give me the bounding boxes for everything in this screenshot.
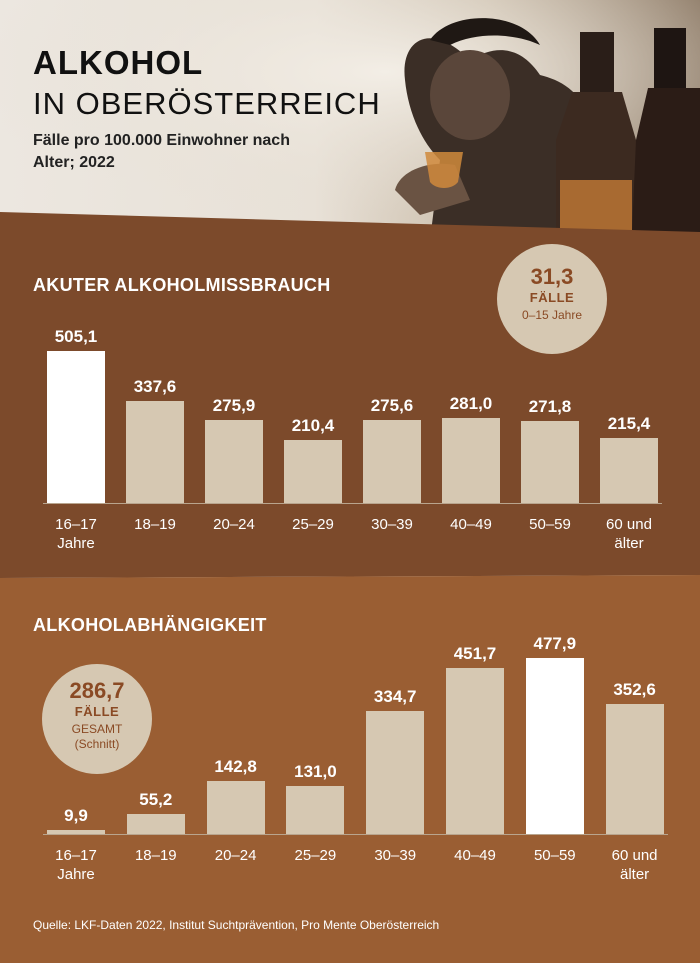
misuse-category-line1: 50–59 [529,516,571,533]
drinking-man-photo [0,0,700,240]
badge-dependency-note-1: GESAMT [71,722,123,736]
misuse-category-line1: 25–29 [292,516,334,533]
misuse-category-label: 16–17 Jahre [31,515,121,553]
misuse-category-label: 50–59 [505,515,595,534]
misuse-bar [205,419,263,503]
dependency-value-label: 131,0 [294,761,337,781]
chart2-title: ALKOHOLABHÄNGIGKEIT [33,615,267,635]
dependency-bar [47,830,105,834]
misuse-category-line2: älter [614,535,644,552]
dependency-category-label: 25–29 [270,846,360,865]
misuse-bar [363,420,421,503]
misuse-value-label: 505,1 [54,327,98,346]
misuse-bar [442,418,500,503]
dependency-category-label: 20–24 [191,846,281,865]
badge-misuse-number: 31,3 [530,264,574,289]
dependency-bar [446,667,504,834]
dependency-category-line1: 50–59 [533,847,576,864]
dependency-category-label: 16–17 Jahre [31,846,121,884]
misuse-category-line1: 30–39 [371,516,413,533]
misuse-bar [47,351,105,503]
dependency-category-line1: 60 und [611,847,658,864]
source-note: Quelle: LKF-Daten 2022, Institut Suchtpr… [33,918,440,932]
dependency-bar [206,781,265,834]
badge-dependency-label: FÄLLE [74,704,120,719]
misuse-value-label: 275,6 [370,396,414,416]
badge-misuse-note: 0–15 Jahre [521,308,583,322]
dependency-category-line1: 30–39 [374,847,417,864]
header-photo-area: ALKOHOL IN OBERÖSTERREICH Fälle pro 100.… [0,0,700,240]
dependency-value-label: 477,9 [533,634,577,653]
dependency-category-line1: 20–24 [214,847,257,864]
dependency-category-line1: 18–19 [134,847,177,864]
misuse-category-label: 18–19 [110,515,200,534]
misuse-category-line1: 16–17 [55,516,97,533]
misuse-category-label: 60 und älter [584,515,674,553]
dependency-category-line1: 40–49 [454,847,496,864]
title-line-1: ALKOHOL [33,44,204,81]
misuse-value-label: 275,9 [212,395,256,415]
misuse-category-line1: 18–19 [134,516,176,533]
dependency-category-label: 30–39 [350,846,440,865]
chart1-title: AKUTER ALKOHOLMISSBRAUCH [33,275,331,295]
misuse-category-line1: 60 und [606,516,652,533]
badge-misuse: 31,3 FÄLLE 0–15 Jahre [497,244,607,354]
badge-misuse-label: FÄLLE [529,290,575,305]
dependency-bar [605,704,664,834]
dependency-value-label: 142,8 [214,757,257,777]
misuse-bar [126,401,184,503]
title-line-2: IN OBERÖSTERREICH [33,86,381,121]
badge-dependency-note-2: (Schnitt) [74,737,120,751]
misuse-category-label: 30–39 [347,515,437,534]
dependency-value-label: 451,7 [453,643,497,663]
dependency-category-line2: Jahre [57,866,95,883]
misuse-value-label: 281,0 [449,394,493,414]
misuse-category-label: 40–49 [426,515,516,534]
misuse-bar [284,439,342,503]
dependency-value-label: 334,7 [373,686,417,706]
dependency-bar [126,813,185,834]
dependency-baseline [43,834,668,835]
dependency-category-line1: 16–17 [55,847,97,864]
dependency-value-label: 55,2 [139,789,173,809]
dependency-category-label: 50–59 [510,846,600,865]
dependency-value-label: 352,6 [613,680,656,700]
dependency-category-line2: älter [620,866,650,883]
misuse-value-label: 337,6 [133,377,177,397]
misuse-category-line2: Jahre [57,535,95,552]
misuse-baseline [43,503,662,504]
misuse-value-label: 271,8 [528,397,572,417]
dependency-value-label: 9,9 [64,806,88,826]
dependency-bar [286,785,345,834]
dependency-category-line1: 25–29 [294,847,337,864]
dependency-bar [525,658,584,834]
misuse-category-label: 25–29 [268,515,358,534]
dependency-category-label: 18–19 [111,846,201,865]
badge-dependency: 286,7 FÄLLE GESAMT (Schnitt) [42,664,152,774]
band-dependency [0,575,700,963]
misuse-bar [521,421,579,503]
misuse-category-label: 20–24 [189,515,279,534]
misuse-category-line1: 40–49 [450,516,492,533]
misuse-category-line1: 20–24 [213,516,255,533]
misuse-bar [600,438,658,503]
misuse-value-label: 210,4 [291,415,335,435]
badge-dependency-number: 286,7 [69,678,125,703]
dependency-bar [366,710,425,834]
misuse-value-label: 215,4 [607,414,651,434]
dependency-category-label: 60 und älter [590,846,680,884]
subtitle: Fälle pro 100.000 Einwohner nach Alter; … [33,132,290,171]
dependency-category-label: 40–49 [430,846,520,865]
